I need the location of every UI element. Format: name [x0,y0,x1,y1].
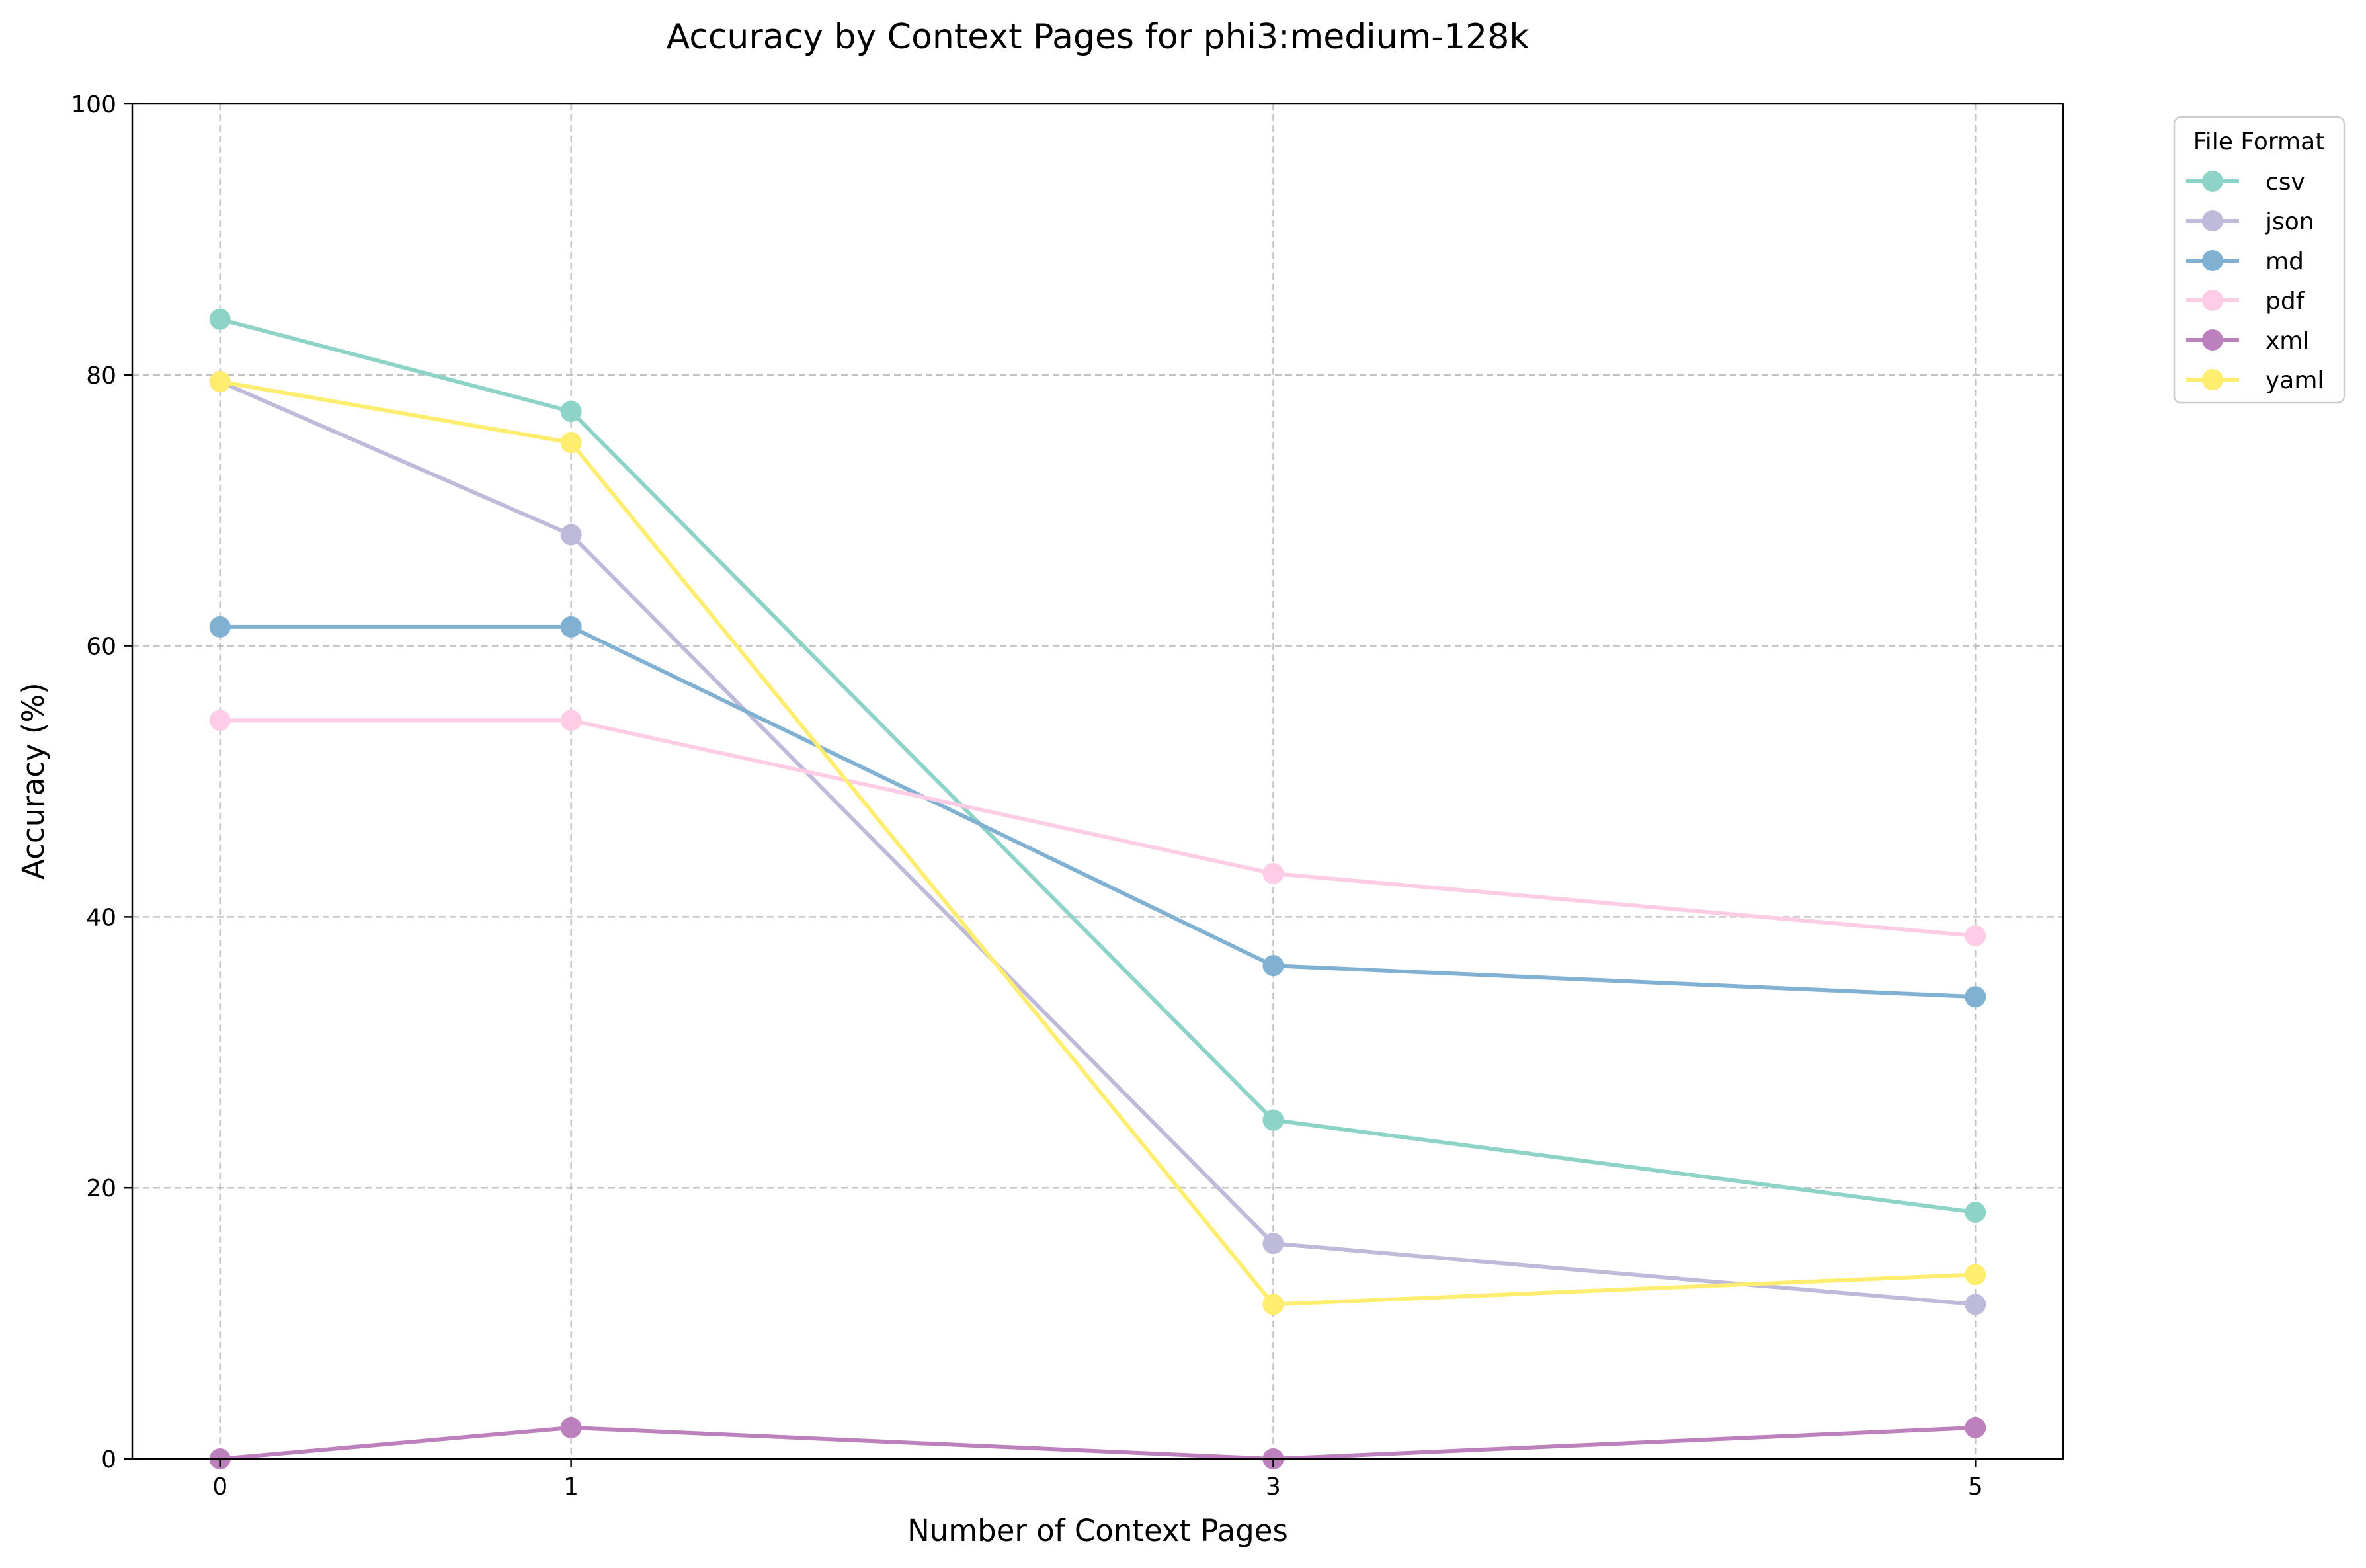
legend-label: xml [2265,327,2309,354]
data-point-xml [560,1417,582,1438]
y-tick-label: 80 [86,362,116,390]
axis-ticks: 0 1 3 5 0 20 40 60 80 100 [71,91,1982,1501]
series-line-yaml [218,380,1978,1307]
legend-item-yaml: yaml [2186,367,2324,394]
legend-label: json [2265,208,2314,235]
series-line-pdf [218,718,1978,938]
legend-marker-swatch [2202,369,2223,390]
legend-marker-swatch [2202,250,2223,271]
data-point-csv [560,401,582,423]
data-point-csv [209,308,231,330]
y-tick-label: 0 [101,1446,116,1473]
series-xml [209,1417,1986,1469]
series-line-json [218,380,1978,1307]
legend-marker-swatch [2202,210,2223,231]
x-tick-label: 5 [1968,1473,1983,1501]
legend-item-md: md [2186,248,2304,275]
data-point-csv [1965,1202,1986,1223]
legend-item-xml: xml [2186,327,2309,354]
data-point-json [560,524,582,546]
legend-label: csv [2265,169,2305,196]
data-point-csv [1262,1109,1284,1131]
legend-item-json: json [2186,208,2314,235]
data-point-yaml [1262,1294,1284,1315]
y-axis-label: Accuracy (%) [16,682,51,880]
legend-label: yaml [2265,367,2324,394]
series-yaml [209,371,1986,1315]
data-point-yaml [1965,1264,1986,1286]
data-point-json [1262,1233,1284,1255]
x-tick-label: 0 [212,1473,227,1501]
legend-label: md [2265,248,2304,275]
y-tick-label: 60 [86,634,116,661]
y-tick-label: 20 [86,1175,116,1202]
series-lines [209,308,1986,1469]
legend-item-csv: csv [2186,169,2305,196]
series-pdf [209,710,1986,947]
legend-items: csv json md pdf xml yaml [2186,169,2324,394]
data-point-json [1965,1294,1986,1315]
chart-title: Accuracy by Context Pages for phi3:mediu… [667,17,1530,57]
data-point-md [209,616,231,638]
legend-label: pdf [2265,288,2305,315]
data-point-pdf [560,710,582,731]
series-line-csv [218,317,1978,1215]
x-tick-label: 1 [563,1473,579,1501]
x-axis-label: Number of Context Pages [907,1513,1288,1548]
series-csv [209,308,1986,1223]
y-tick-label: 40 [86,904,116,931]
legend: File Format csv json md pdf xml yaml [2173,116,2346,404]
legend-marker-swatch [2202,171,2223,192]
data-point-md [1965,986,1986,1008]
legend-marker-swatch [2202,290,2223,311]
legend-marker-swatch [2202,329,2223,351]
data-point-yaml [560,432,582,454]
y-tick-label: 100 [71,91,116,118]
legend-item-pdf: pdf [2186,288,2305,315]
data-point-pdf [209,710,231,731]
data-point-md [1262,955,1284,977]
x-tick-label: 3 [1266,1473,1281,1501]
data-point-pdf [1965,925,1986,947]
legend-title: File Format [2193,128,2325,155]
series-line-xml [218,1425,1978,1461]
data-point-pdf [1262,862,1284,884]
data-point-xml [1965,1417,1986,1438]
plot-area-frame [131,103,2064,1460]
data-point-yaml [209,371,231,393]
data-point-md [560,616,582,638]
